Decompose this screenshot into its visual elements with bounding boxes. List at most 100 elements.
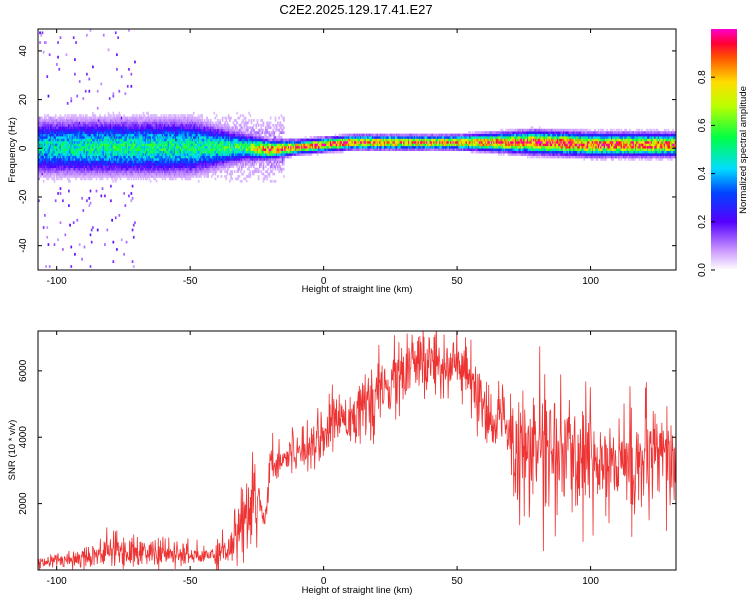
heatmap-cell xyxy=(218,148,220,152)
heatmap-cell xyxy=(218,160,220,164)
heatmap-cell xyxy=(158,126,160,130)
heatmap-cell xyxy=(173,145,176,149)
heatmap-cell xyxy=(259,131,261,134)
heatmap-cell xyxy=(76,145,79,149)
heatmap-cell xyxy=(190,160,193,164)
heatmap-cell xyxy=(165,165,168,169)
heatmap-cell xyxy=(249,114,252,117)
heatmap-cell xyxy=(218,158,220,161)
heatmap-cell xyxy=(174,133,177,137)
heatmap-cell xyxy=(57,165,59,169)
heatmap-cell xyxy=(39,116,41,120)
heatmap-cell xyxy=(111,128,113,132)
heatmap-cell xyxy=(273,143,276,147)
heatmap-cell xyxy=(208,167,211,171)
heatmap-cell xyxy=(130,148,133,152)
heatmap-cell xyxy=(156,162,159,166)
heatmap-cell xyxy=(142,136,145,139)
heatmap-cell xyxy=(168,114,171,117)
heatmap-cell xyxy=(266,177,268,181)
heatmap-cell xyxy=(160,165,163,169)
heatmap-cell xyxy=(116,114,118,117)
heatmap-cell xyxy=(113,162,116,166)
heatmap-cell xyxy=(52,167,55,171)
heatmap-cell xyxy=(48,167,51,171)
heatmap-cell xyxy=(185,140,188,144)
heatmap-cell xyxy=(39,148,41,152)
heatmap-cell xyxy=(81,145,83,149)
heatmap-cell xyxy=(227,123,230,127)
heatmap-cell xyxy=(120,136,123,139)
heatmap-cell xyxy=(45,155,47,159)
heatmap-cell xyxy=(168,148,171,152)
heatmap-cell xyxy=(87,123,89,127)
heatmap-cell xyxy=(77,140,80,144)
heatmap-cell xyxy=(180,167,183,171)
heatmap-cell xyxy=(204,131,207,134)
heatmap-cell xyxy=(41,138,44,142)
heatmap-cell xyxy=(232,128,235,132)
heatmap-cell xyxy=(118,165,121,169)
heatmap-cell xyxy=(90,160,93,164)
heatmap-cell xyxy=(272,150,274,154)
heatmap-cell xyxy=(248,150,250,154)
heatmap-cell xyxy=(140,143,142,147)
heatmap-cell xyxy=(40,162,43,166)
heatmap-cell xyxy=(251,140,254,144)
heatmap-cell xyxy=(272,172,274,176)
heatmap-cell xyxy=(183,114,186,117)
heatmap-cell xyxy=(126,126,129,130)
heatmap-cell xyxy=(201,131,204,134)
heatmap-cell xyxy=(241,121,243,125)
heatmap-cell xyxy=(192,131,195,134)
heatmap-cell xyxy=(190,121,193,125)
heatmap-cell xyxy=(203,128,206,132)
heatmap-cell xyxy=(265,140,267,144)
heatmap-cell xyxy=(238,148,241,152)
heatmap-cell xyxy=(46,138,49,142)
heatmap-cell xyxy=(159,160,162,164)
heatmap-cell xyxy=(192,148,195,152)
heatmap-cell xyxy=(120,175,123,178)
heatmap-cell xyxy=(59,177,62,181)
heatmap-cell xyxy=(177,167,180,171)
heatmap-cell xyxy=(148,121,151,125)
heatmap-cell xyxy=(179,133,182,137)
heatmap-cell xyxy=(272,158,274,161)
heatmap-cell xyxy=(200,143,202,147)
heatmap-cell xyxy=(179,160,182,164)
heatmap-cell xyxy=(112,167,115,171)
heatmap-cell xyxy=(101,119,104,122)
heatmap-cell xyxy=(214,140,217,144)
heatmap-cell xyxy=(262,138,265,142)
heatmap-cell xyxy=(219,128,222,132)
heatmap-cell xyxy=(59,155,62,159)
heatmap-cell xyxy=(189,150,192,154)
heatmap-cell xyxy=(236,140,238,144)
heatmap-cell xyxy=(81,119,83,122)
heatmap-cell xyxy=(74,165,76,169)
heatmap-cell xyxy=(253,133,255,137)
heatmap-cell xyxy=(178,158,181,161)
heatmap-cell xyxy=(69,133,71,137)
heatmap-cell xyxy=(82,155,85,159)
heatmap-cell xyxy=(119,128,122,132)
heatmap-cell xyxy=(100,162,103,166)
heatmap-cell xyxy=(83,153,86,156)
heatmap-cell xyxy=(74,133,76,137)
heatmap-cell xyxy=(93,140,95,144)
heatmap-cell xyxy=(138,131,141,134)
heatmap-cell xyxy=(241,179,243,183)
heatmap-cell xyxy=(149,138,152,142)
heatmap-cell xyxy=(191,140,194,144)
heatmap-cell xyxy=(262,155,265,159)
heatmap-cell xyxy=(153,140,156,144)
heatmap-cell xyxy=(142,175,145,178)
heatmap-cell xyxy=(117,121,119,125)
heatmap-cell xyxy=(39,155,41,159)
heatmap-cell xyxy=(281,160,284,164)
heatmap-cell xyxy=(219,160,222,164)
heatmap-cell xyxy=(69,150,71,154)
heatmap-cell xyxy=(77,162,80,166)
heatmap-cell xyxy=(161,123,164,127)
